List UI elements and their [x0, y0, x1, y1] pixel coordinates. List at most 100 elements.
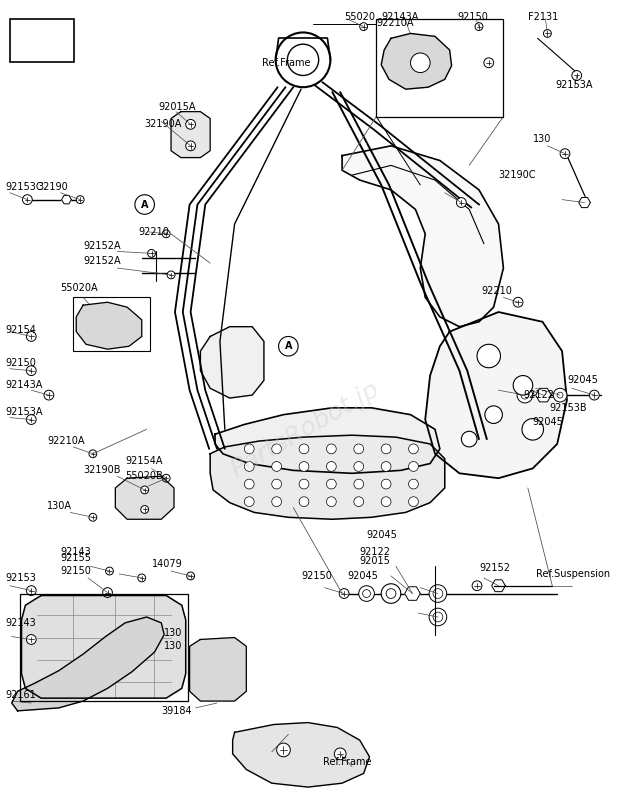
Text: 92152A: 92152A [83, 256, 120, 266]
Polygon shape [233, 722, 369, 787]
Circle shape [572, 70, 582, 80]
Text: A: A [285, 342, 292, 351]
Circle shape [278, 337, 298, 356]
Circle shape [135, 194, 155, 214]
Circle shape [354, 479, 364, 489]
Circle shape [141, 506, 149, 514]
Text: 92143: 92143 [5, 618, 36, 628]
Circle shape [271, 497, 281, 506]
Text: 55020B: 55020B [125, 471, 163, 482]
Text: 92152A: 92152A [83, 241, 120, 250]
Circle shape [544, 30, 552, 38]
Circle shape [433, 612, 443, 622]
Circle shape [485, 406, 502, 423]
Circle shape [186, 141, 195, 150]
Circle shape [162, 230, 170, 238]
Circle shape [409, 497, 418, 506]
Text: 92154A: 92154A [125, 456, 163, 466]
Text: 92015: 92015 [359, 556, 391, 566]
Circle shape [381, 462, 391, 471]
Text: 32190B: 32190B [83, 466, 120, 475]
Circle shape [513, 375, 533, 395]
Text: 92210: 92210 [481, 286, 512, 295]
Circle shape [521, 391, 529, 399]
Polygon shape [405, 586, 421, 600]
Text: 130: 130 [164, 628, 183, 638]
Circle shape [26, 586, 36, 595]
Circle shape [339, 589, 349, 598]
Circle shape [245, 479, 254, 489]
Text: 92153B: 92153B [549, 403, 587, 413]
Text: 92122: 92122 [359, 546, 391, 557]
Text: 130A: 130A [47, 501, 72, 510]
Text: PartsRobot.jp: PartsRobot.jp [227, 377, 384, 482]
Circle shape [513, 298, 523, 307]
Text: 92015A: 92015A [158, 102, 196, 112]
Text: 92150: 92150 [61, 566, 92, 576]
Text: 92210: 92210 [139, 227, 170, 237]
Circle shape [461, 431, 477, 447]
Text: 92045: 92045 [347, 571, 378, 581]
Text: 92210A: 92210A [376, 18, 414, 28]
Circle shape [22, 194, 32, 205]
Circle shape [76, 196, 84, 203]
Circle shape [326, 444, 336, 454]
Text: 92152: 92152 [479, 563, 510, 573]
Circle shape [105, 322, 114, 331]
Polygon shape [215, 408, 440, 474]
Circle shape [245, 462, 254, 471]
Circle shape [288, 44, 319, 75]
Bar [376, 18, 504, 117]
Text: 130: 130 [533, 134, 551, 144]
Text: Ref.Frame: Ref.Frame [323, 757, 371, 766]
Polygon shape [190, 638, 246, 701]
Text: 130: 130 [164, 642, 183, 651]
Circle shape [359, 22, 368, 30]
Circle shape [522, 418, 544, 440]
Text: 14079: 14079 [152, 559, 182, 570]
Circle shape [276, 33, 330, 87]
Circle shape [187, 572, 195, 580]
Circle shape [326, 479, 336, 489]
Text: 39184: 39184 [161, 706, 192, 716]
Circle shape [89, 450, 97, 458]
FancyBboxPatch shape [10, 18, 74, 62]
Text: Ref.Frame: Ref.Frame [262, 58, 311, 68]
Circle shape [148, 250, 155, 258]
Polygon shape [578, 198, 590, 208]
Polygon shape [171, 112, 210, 158]
Text: 92143A: 92143A [381, 12, 419, 22]
Circle shape [141, 486, 149, 494]
Text: 55020: 55020 [344, 12, 375, 22]
Text: 92153: 92153 [5, 573, 36, 583]
Circle shape [167, 271, 175, 278]
Circle shape [363, 590, 371, 598]
Polygon shape [381, 34, 452, 89]
Circle shape [26, 366, 36, 375]
Polygon shape [535, 388, 552, 402]
Text: FRONT: FRONT [21, 35, 63, 46]
Text: 92045: 92045 [567, 375, 598, 386]
Circle shape [276, 743, 290, 757]
Text: 92122: 92122 [523, 390, 554, 400]
Circle shape [299, 444, 309, 454]
Circle shape [26, 634, 36, 644]
Text: 32190C: 32190C [499, 170, 536, 180]
Text: 92153A: 92153A [5, 406, 42, 417]
Polygon shape [492, 580, 505, 592]
Circle shape [429, 585, 447, 602]
Circle shape [245, 497, 254, 506]
Text: 92161: 92161 [5, 690, 36, 700]
Circle shape [409, 479, 418, 489]
Circle shape [213, 642, 221, 650]
Text: 92045: 92045 [533, 417, 563, 426]
Text: Ref.Suspension: Ref.Suspension [535, 569, 610, 579]
Circle shape [409, 462, 418, 471]
Text: 32190: 32190 [37, 182, 68, 192]
Circle shape [138, 574, 145, 582]
Text: 92154: 92154 [5, 325, 36, 334]
Circle shape [326, 462, 336, 471]
Circle shape [26, 698, 36, 708]
Polygon shape [115, 476, 174, 519]
Circle shape [354, 497, 364, 506]
